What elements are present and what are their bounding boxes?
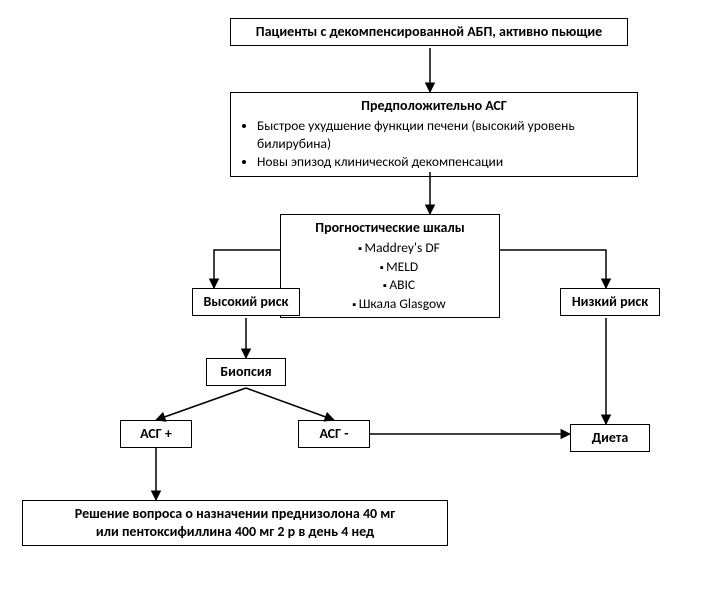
bullet: MELD: [307, 258, 491, 276]
node-prognostic-list: Maddrey's DF MELD ABIC Шкала Glasgow: [289, 239, 491, 312]
bullet: Шкала Glasgow: [307, 295, 491, 313]
bullet: Maddrey's DF: [307, 239, 491, 257]
node-presumptive-list: Быстрое ухудшение функции печени (высоки…: [239, 117, 629, 171]
bullet: Новы эпизод клинической декомпенсации: [257, 153, 629, 171]
node-asg-positive: АСГ +: [120, 420, 192, 448]
node-low-risk: Низкий риск: [560, 288, 660, 316]
node-low-risk-title: Низкий риск: [569, 293, 651, 311]
node-patients: Пациенты с декомпенсированной АБП, актив…: [230, 18, 628, 46]
node-diet-title: Диета: [579, 429, 641, 447]
node-asg-negative: АСГ -: [298, 420, 370, 448]
node-biopsy: Биопсия: [206, 358, 286, 386]
node-prognostic-scales: Прогностические шкалы Maddrey's DF MELD …: [280, 214, 500, 318]
node-treatment-line1: Решение вопроса о назначении преднизолон…: [31, 505, 439, 523]
bullet: Быстрое ухудшение функции печени (высоки…: [257, 117, 629, 152]
node-diet: Диета: [570, 424, 650, 452]
node-high-risk: Высокий риск: [192, 288, 300, 316]
node-asg-positive-title: АСГ +: [129, 425, 183, 443]
node-high-risk-title: Высокий риск: [201, 293, 291, 311]
node-patients-title: Пациенты с декомпенсированной АБП, актив…: [239, 23, 619, 41]
node-biopsy-title: Биопсия: [215, 363, 277, 381]
node-treatment-line2: или пентоксифиллина 400 мг 2 р в день 4 …: [31, 523, 439, 541]
node-prognostic-title: Прогностические шкалы: [289, 219, 491, 237]
node-treatment-decision: Решение вопроса о назначении преднизолон…: [22, 500, 448, 546]
node-presumptive-asg: Предположительно АСГ Быстрое ухудшение ф…: [230, 92, 638, 177]
bullet: ABIC: [307, 276, 491, 294]
node-presumptive-title: Предположительно АСГ: [239, 97, 629, 115]
node-asg-negative-title: АСГ -: [307, 425, 361, 443]
